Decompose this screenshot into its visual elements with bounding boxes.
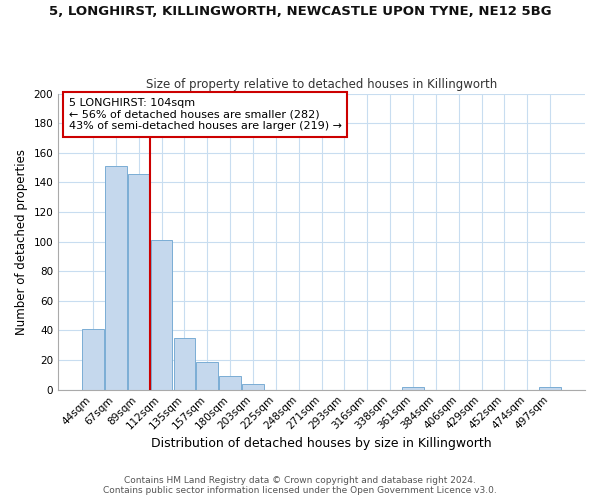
Text: 5 LONGHIRST: 104sqm
← 56% of detached houses are smaller (282)
43% of semi-detac: 5 LONGHIRST: 104sqm ← 56% of detached ho… [69,98,342,131]
Bar [219,376,241,390]
Bar [82,329,104,390]
Bar [539,387,561,390]
Text: 5, LONGHIRST, KILLINGWORTH, NEWCASTLE UPON TYNE, NE12 5BG: 5, LONGHIRST, KILLINGWORTH, NEWCASTLE UP… [49,5,551,18]
Bar [128,174,149,390]
Y-axis label: Number of detached properties: Number of detached properties [15,148,28,334]
Text: Contains HM Land Registry data © Crown copyright and database right 2024.
Contai: Contains HM Land Registry data © Crown c… [103,476,497,495]
Bar [242,384,264,390]
Bar [402,387,424,390]
Bar [151,240,172,390]
X-axis label: Distribution of detached houses by size in Killingworth: Distribution of detached houses by size … [151,437,492,450]
Bar [173,338,195,390]
Bar [105,166,127,390]
Title: Size of property relative to detached houses in Killingworth: Size of property relative to detached ho… [146,78,497,91]
Bar [196,362,218,390]
